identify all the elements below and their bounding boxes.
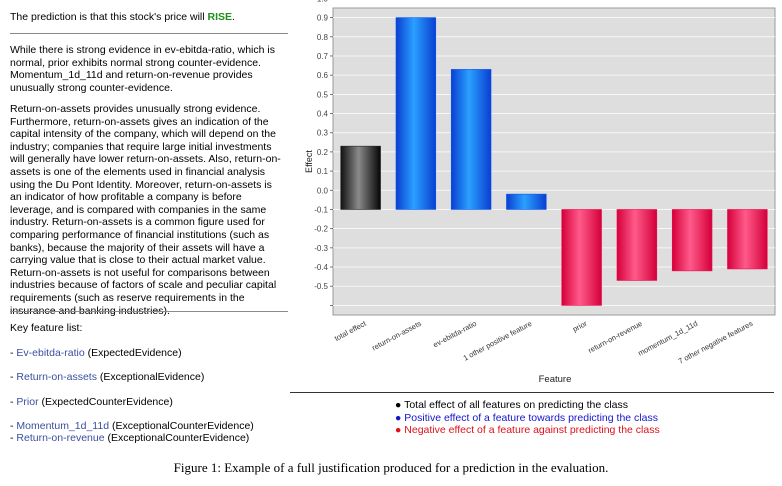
legend-positive: ● Positive effect of a feature towards p… [395, 412, 660, 425]
legend-bullet-icon: ● [395, 411, 402, 424]
key-feature-list-title: Key feature list: [10, 322, 83, 334]
key-feature-item: - Prior (ExpectedCounterEvidence) [10, 396, 173, 409]
bar-chart-svg: 1.0 0.9 0.8 0.7 0.6 0.5 0.4 0.3 0.2 0.1 0.0 -0.1 -0.… [304, 0, 776, 385]
divider [10, 33, 288, 34]
y-tick-label: 0.3 [317, 129, 329, 138]
x-tick-label: prior [571, 319, 589, 334]
key-feature-name[interactable]: Ev-ebitda-ratio [16, 347, 85, 359]
bar-positive [450, 69, 492, 210]
x-axis-label: Feature [539, 374, 572, 385]
legend-label: Positive effect of a feature towards pre… [404, 411, 658, 424]
y-tick-label: 0.9 [317, 14, 329, 23]
legend-bullet-icon: ● [395, 399, 402, 411]
legend-divider [290, 392, 774, 393]
y-axis-label: Effect [304, 150, 314, 173]
prediction-label: RISE [207, 11, 233, 23]
key-feature-prefix: - [10, 347, 17, 359]
key-feature-name[interactable]: Momentum_1d_11d [16, 420, 110, 432]
feature-effect-chart: 1.0 0.9 0.8 0.7 0.6 0.5 0.4 0.3 0.2 0.1 0.0 -0.1 -0.… [300, 0, 780, 392]
x-tick-label: return-on-assets [370, 319, 423, 353]
bar-negative [671, 209, 713, 272]
y-tick-label: -0.2 [314, 225, 328, 234]
key-feature-prefix: - [10, 420, 17, 432]
key-feature-tag: (ExceptionalCounterEvidence) [109, 420, 254, 432]
key-feature-tag: (ExpectedEvidence) [84, 347, 182, 359]
key-feature-name[interactable]: Return-on-revenue [16, 432, 105, 444]
y-tick-label: -0.1 [314, 205, 328, 214]
y-tick-label: 0.2 [317, 148, 329, 157]
key-feature-tag: (ExceptionalEvidence) [96, 371, 205, 383]
bar-positive [395, 17, 437, 210]
key-feature-prefix: - [10, 396, 17, 408]
y-tick-label: -0.5 [314, 282, 328, 291]
divider [10, 311, 288, 312]
key-feature-tag: (ExceptionalCounterEvidence) [104, 432, 250, 444]
key-feature-name[interactable]: Prior [16, 396, 39, 408]
prediction-text: The prediction is that this stock's pric… [10, 11, 208, 23]
y-tick-label: 0.8 [317, 33, 329, 42]
chart-legend: ● Total effect of all features on predic… [395, 399, 660, 437]
y-tick-label: 1.0 [317, 0, 329, 3]
key-feature-prefix: - [10, 432, 17, 444]
prediction-statement: The prediction is that this stock's pric… [10, 11, 235, 24]
legend-label: Negative effect of a feature against pre… [404, 424, 660, 436]
bar-total [340, 145, 381, 210]
bar-negative [561, 209, 602, 306]
bar-positive [506, 193, 547, 210]
bar-negative [616, 209, 658, 281]
y-tick-label: -0.4 [314, 263, 328, 272]
evidence-paragraph: While there is strong evidence in ev-ebi… [10, 44, 275, 94]
y-tick-label: 0.6 [317, 71, 329, 80]
legend-negative: ● Negative effect of a feature against p… [395, 424, 660, 437]
key-feature-name[interactable]: Return-on-assets [16, 371, 97, 383]
figure-caption: Figure 1: Example of a full justificatio… [173, 460, 609, 475]
y-tick-label: 0.5 [317, 90, 329, 99]
key-feature-item: - Ev-ebitda-ratio (ExpectedEvidence) [10, 347, 182, 360]
prediction-period: . [232, 11, 235, 23]
legend-total: ● Total effect of all features on predic… [395, 399, 660, 412]
y-tick-label: 0.0 [317, 186, 329, 195]
x-tick-label: total effect [333, 318, 368, 343]
legend-bullet-icon: ● [395, 424, 402, 436]
legend-label: Total effect of all features on predicti… [404, 399, 629, 411]
y-tick-label: 0.1 [317, 167, 329, 176]
y-tick-label: -0.3 [314, 244, 328, 253]
key-feature-item: - Momentum_1d_11d (ExceptionalCounterEvi… [10, 420, 254, 433]
y-tick-label: 0.7 [317, 52, 329, 61]
key-feature-item: - Return-on-revenue (ExceptionalCounterE… [10, 432, 249, 445]
key-feature-tag: (ExpectedCounterEvidence) [38, 396, 173, 408]
key-feature-item: - Return-on-assets (ExceptionalEvidence) [10, 371, 204, 384]
y-tick-label: 0.4 [317, 110, 329, 119]
x-tick-label: ev-ebitda-ratio [431, 319, 478, 349]
key-feature-prefix: - [10, 371, 17, 383]
bar-negative [727, 209, 768, 270]
feature-explanation-paragraph: Return-on-assets provides unusually stro… [10, 103, 281, 317]
